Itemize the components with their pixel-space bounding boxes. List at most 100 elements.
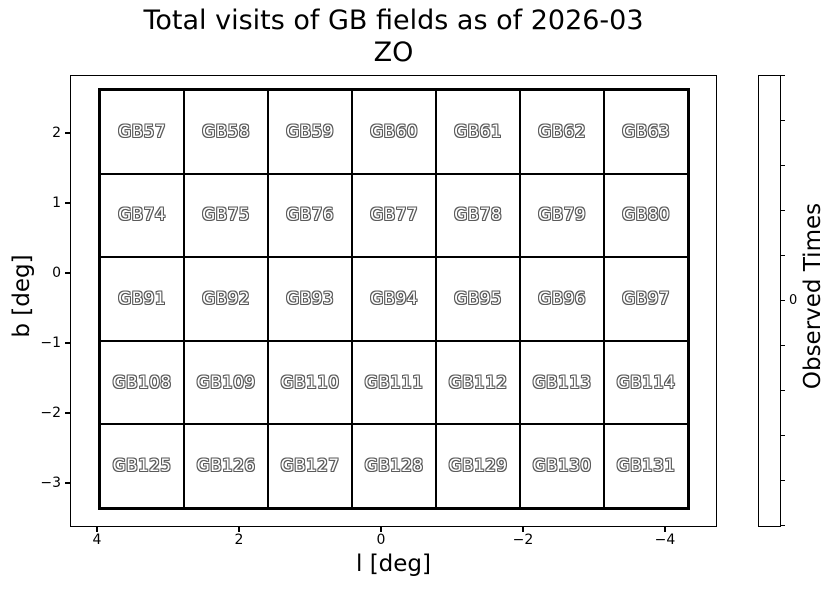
y-tick-mark [65, 412, 70, 414]
field-grid: GB57 GB58 GB59 GB60 GB61 GB62 GB63 GB74 GB75 GB76… [98, 88, 690, 510]
field-cell: GB94 [352, 257, 436, 341]
field-cell-label: GB125 [112, 456, 172, 477]
y-tick-label: −1 [40, 335, 61, 351]
chart-title-line1: Total visits of GB fields as of 2026-03 [143, 5, 644, 36]
field-cell-label: GB62 [538, 121, 586, 142]
field-cell-label: GB79 [538, 205, 586, 226]
field-cell: GB114 [604, 340, 688, 425]
colorbar [758, 75, 781, 527]
field-cell-label: GB97 [622, 288, 670, 309]
field-cell-label: GB92 [202, 288, 250, 309]
field-cell: GB130 [520, 424, 604, 508]
field-cell-label: GB110 [280, 372, 340, 393]
field-cell-label: GB91 [118, 288, 166, 309]
x-tick-label: −2 [512, 532, 534, 548]
field-cell-label: GB131 [616, 456, 676, 477]
field-cell: GB91 [100, 257, 184, 341]
field-cell: GB113 [520, 340, 604, 425]
y-tick-mark [65, 132, 70, 134]
field-cell-label: GB76 [286, 205, 334, 226]
colorbar-tick-mark [780, 435, 785, 437]
field-cell: GB62 [520, 90, 604, 174]
field-cell-label: GB129 [448, 456, 508, 477]
y-tick-mark [65, 272, 70, 274]
field-cell: GB131 [604, 424, 688, 508]
field-cell-label: GB94 [370, 288, 418, 309]
chart-title: Total visits of GB fields as of 2026-03 … [70, 5, 717, 69]
colorbar-tick-mark [780, 210, 785, 212]
field-cell: GB58 [184, 90, 268, 174]
field-cell-label: GB59 [286, 121, 334, 142]
field-cell: GB76 [268, 173, 352, 258]
field-cell: GB75 [184, 173, 268, 258]
colorbar-axis-label: Observed Times [800, 202, 826, 390]
y-tick-label: 0 [52, 265, 61, 281]
y-tick-mark [65, 342, 70, 344]
x-tick-label: −4 [654, 532, 676, 548]
y-tick-mark [65, 202, 70, 204]
y-tick-label: 2 [52, 125, 61, 141]
colorbar-tick-mark [780, 255, 785, 257]
field-cell-label: GB112 [448, 372, 508, 393]
field-cell: GB110 [268, 340, 352, 425]
field-cell: GB95 [436, 257, 520, 341]
field-cell: GB125 [100, 424, 184, 508]
field-cell-label: GB93 [286, 288, 334, 309]
field-cell-label: GB128 [364, 456, 424, 477]
colorbar-tick-mark [780, 75, 785, 77]
field-cell-label: GB108 [112, 372, 172, 393]
field-cell: GB74 [100, 173, 184, 258]
x-axis-label: l [deg] [356, 551, 431, 577]
x-tick-mark [238, 527, 240, 532]
x-tick-label: 2 [234, 532, 244, 548]
field-cell: GB79 [520, 173, 604, 258]
x-tick-mark [664, 527, 666, 532]
field-cell-label: GB80 [622, 205, 670, 226]
field-cell: GB129 [436, 424, 520, 508]
colorbar-tick-mark [780, 480, 785, 482]
field-cell-label: GB60 [370, 121, 418, 142]
field-cell: GB60 [352, 90, 436, 174]
field-cell-label: GB63 [622, 121, 670, 142]
field-cell: GB59 [268, 90, 352, 174]
field-cell: GB57 [100, 90, 184, 174]
field-cell: GB93 [268, 257, 352, 341]
colorbar-tick-label: 0 [789, 292, 798, 308]
field-cell: GB92 [184, 257, 268, 341]
field-cell-label: GB111 [364, 372, 424, 393]
y-tick-label: 1 [52, 195, 61, 211]
field-cell: GB126 [184, 424, 268, 508]
field-cell: GB80 [604, 173, 688, 258]
field-cell: GB109 [184, 340, 268, 425]
y-axis-label: b [deg] [9, 254, 35, 338]
x-tick-mark [96, 527, 98, 532]
colorbar-tick-mark [780, 525, 785, 527]
field-cell: GB97 [604, 257, 688, 341]
field-cell: GB77 [352, 173, 436, 258]
field-cell: GB127 [268, 424, 352, 508]
field-cell-label: GB127 [280, 456, 340, 477]
field-cell-label: GB75 [202, 205, 250, 226]
colorbar-tick-mark [780, 390, 785, 392]
field-cell-label: GB126 [196, 456, 256, 477]
colorbar-tick-mark [780, 345, 785, 347]
field-cell-label: GB78 [454, 205, 502, 226]
colorbar-tick-mark [780, 165, 785, 167]
x-tick-mark [380, 527, 382, 532]
field-cell-label: GB109 [196, 372, 256, 393]
y-tick-mark [65, 482, 70, 484]
colorbar-tick-mark [780, 120, 785, 122]
x-tick-label: 0 [376, 532, 386, 548]
field-cell: GB78 [436, 173, 520, 258]
field-cell-label: GB114 [616, 372, 676, 393]
colorbar-tick-mark [780, 300, 785, 302]
field-cell: GB108 [100, 340, 184, 425]
x-tick-label: 4 [92, 532, 102, 548]
y-tick-label: −2 [40, 405, 61, 421]
field-cell: GB96 [520, 257, 604, 341]
field-cell: GB111 [352, 340, 436, 425]
plot-area: GB57 GB58 GB59 GB60 GB61 GB62 GB63 GB74 GB75 GB76… [70, 75, 717, 527]
chart-title-line2: ZO [373, 37, 414, 68]
field-cell-label: GB74 [118, 205, 166, 226]
